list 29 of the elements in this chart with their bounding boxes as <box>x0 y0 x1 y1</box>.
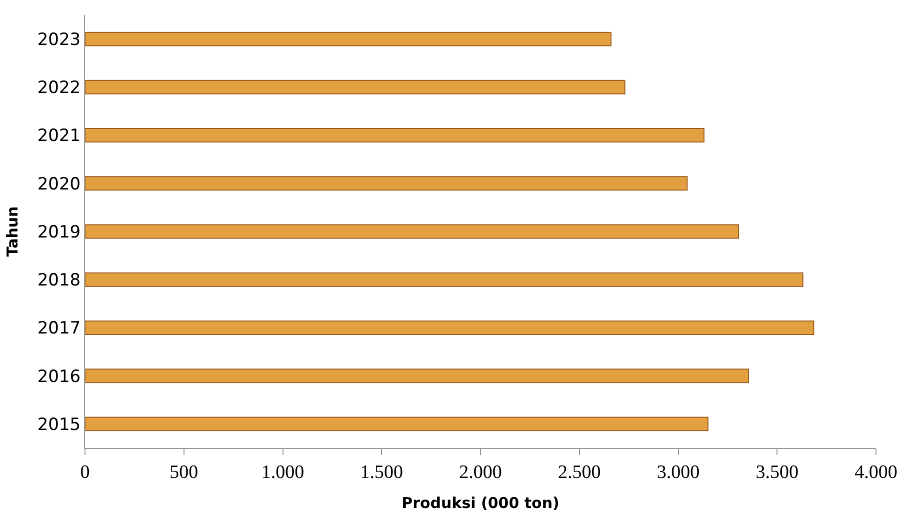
y-tick-label: 2018 <box>37 270 81 291</box>
bar <box>85 176 688 191</box>
bar <box>85 80 626 94</box>
bar <box>85 224 740 239</box>
bar <box>85 368 749 384</box>
x-tick-label: 1.500 <box>360 462 404 483</box>
y-tick-label: 2016 <box>37 366 81 387</box>
x-tick-label: 4.000 <box>854 462 898 483</box>
y-tick-label: 2023 <box>37 30 81 50</box>
y-axis-title: Tahun <box>4 206 22 257</box>
y-tick-label: 2015 <box>37 414 81 435</box>
x-tick-label: 2.500 <box>558 462 601 483</box>
y-tick-label: 2022 <box>37 78 81 98</box>
bar <box>85 320 814 335</box>
bar <box>85 32 612 46</box>
x-axis-title: Produksi (000 ton) <box>402 494 560 512</box>
x-tick-label: 0 <box>80 462 90 483</box>
y-tick-label: 2019 <box>37 222 81 242</box>
bar <box>85 272 804 287</box>
y-tick-label: 2017 <box>37 318 81 339</box>
bar <box>85 416 708 432</box>
bar <box>85 128 704 143</box>
x-tick-label: 3.500 <box>756 462 799 483</box>
x-tick-label: 2.000 <box>459 462 502 483</box>
x-tick-label: 3.000 <box>656 462 700 483</box>
y-tick-label: 2020 <box>37 174 81 194</box>
x-tick-label: 1.000 <box>261 462 304 483</box>
y-tick-label: 2021 <box>37 126 81 146</box>
x-tick-label: 500 <box>170 462 198 483</box>
